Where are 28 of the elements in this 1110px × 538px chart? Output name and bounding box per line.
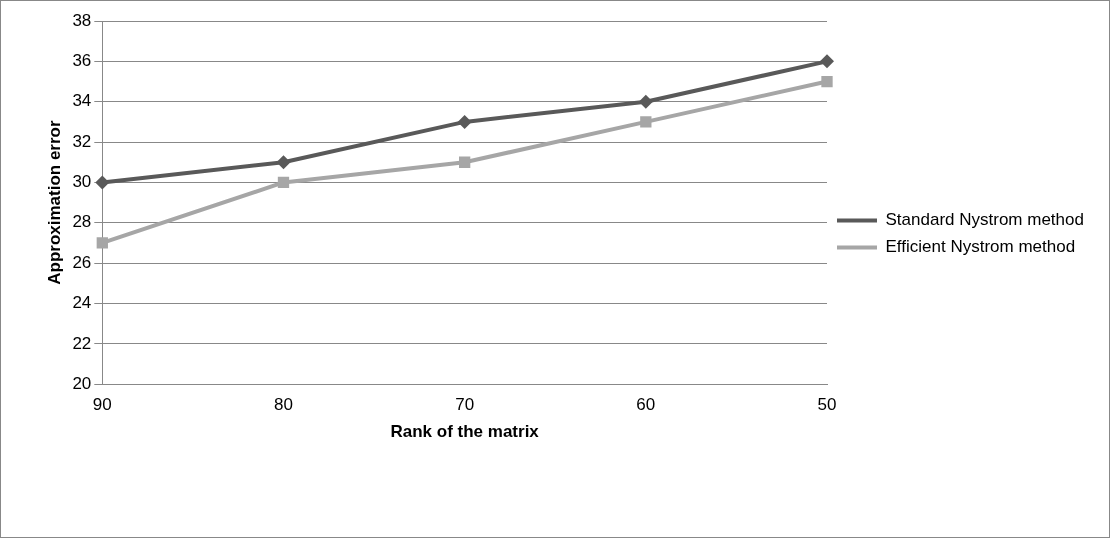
y-tick-label: 20: [72, 373, 92, 393]
point: [820, 54, 834, 69]
point: [638, 94, 653, 109]
y-axis-title: Approximation error: [44, 120, 64, 285]
x-tick-label: 70: [455, 395, 475, 415]
point: [457, 114, 472, 129]
x-tick-label: 80: [274, 395, 293, 415]
point: [96, 237, 108, 249]
legend-label: Efficient Nystrom method: [885, 237, 1076, 257]
y-tick-label: 30: [72, 172, 92, 192]
point: [459, 156, 471, 168]
x-axis-title: Rank of the matrix: [390, 422, 540, 442]
y-tick-label: 26: [72, 252, 92, 272]
point: [640, 116, 652, 128]
legend-label: Standard Nystrom method: [885, 210, 1084, 230]
y-tick-label: 28: [72, 212, 92, 232]
y-tick-label: 24: [72, 293, 92, 313]
x-tick-label: 50: [817, 395, 837, 415]
y-tick-label: 36: [72, 51, 92, 71]
point: [276, 155, 291, 170]
y-tick-label: 38: [72, 10, 92, 30]
x-tick-label: 90: [92, 395, 112, 415]
point: [277, 176, 290, 189]
point: [821, 75, 833, 88]
y-tick-label: 34: [72, 91, 92, 111]
y-tick-label: 32: [72, 131, 92, 151]
x-tick-label: 60: [636, 395, 656, 415]
y-tick-label: 22: [72, 333, 92, 353]
